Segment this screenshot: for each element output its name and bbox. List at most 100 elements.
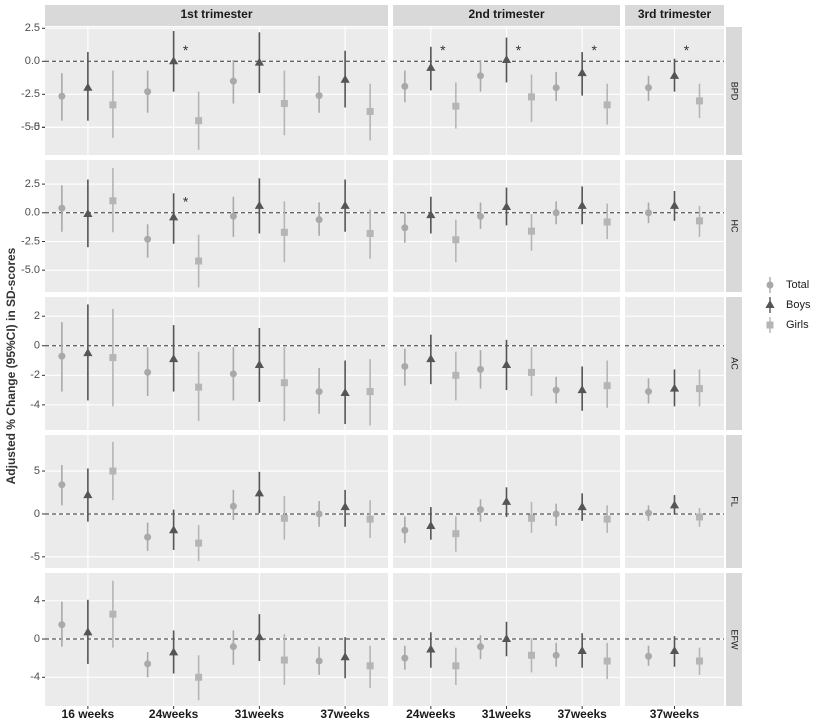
point — [426, 354, 436, 363]
facet-title: 1st trimester — [180, 7, 252, 21]
point — [501, 202, 512, 211]
point — [696, 217, 703, 225]
point — [229, 502, 237, 510]
y-tick-label: -4 — [30, 671, 40, 683]
significance-marker: * — [440, 42, 446, 58]
point — [169, 212, 179, 221]
point — [696, 657, 703, 665]
point — [340, 502, 350, 511]
point — [366, 662, 374, 670]
point — [552, 510, 560, 518]
point — [144, 368, 152, 376]
point — [254, 632, 264, 641]
facet-title: 3rd trimester — [638, 7, 712, 21]
y-tick-label: 0.0 — [25, 207, 40, 219]
panel — [45, 435, 388, 568]
point — [315, 657, 323, 665]
point — [195, 539, 203, 547]
significance-marker: * — [684, 42, 690, 58]
y-tick-label: -5 — [30, 121, 40, 133]
point — [645, 84, 652, 92]
y-tick-label: 2.5 — [25, 178, 40, 190]
y-tick-label: -2.5 — [21, 235, 40, 247]
panel-label: HC — [730, 220, 740, 233]
strip — [45, 5, 388, 26]
point — [58, 621, 66, 629]
y-tick-label: 2 — [34, 310, 40, 322]
point — [144, 88, 152, 96]
point — [83, 82, 93, 91]
y-tick-label: -2.5 — [21, 88, 40, 100]
legend-label: Girls — [786, 319, 809, 331]
x-tick-label: 31weeks — [235, 707, 285, 721]
point — [58, 204, 66, 212]
point — [426, 644, 436, 653]
point — [577, 200, 587, 209]
strip — [393, 5, 620, 26]
point — [169, 56, 179, 65]
point — [83, 208, 93, 217]
point — [58, 481, 66, 489]
point — [577, 385, 587, 394]
point — [477, 72, 484, 80]
facet-title: 2nd trimester — [468, 7, 544, 21]
point — [254, 200, 264, 209]
point — [315, 92, 323, 100]
point — [169, 354, 179, 363]
y-tick-label: -5.0 — [21, 264, 40, 276]
point — [195, 383, 203, 391]
point — [452, 102, 460, 110]
point — [83, 348, 93, 357]
point — [669, 200, 680, 209]
point — [696, 513, 703, 521]
significance-marker: * — [591, 42, 597, 58]
point — [766, 321, 774, 329]
point — [83, 490, 93, 499]
point — [528, 514, 535, 522]
point — [401, 526, 409, 534]
point — [366, 107, 374, 115]
point — [645, 209, 652, 217]
y-tick-label: 0 — [34, 508, 40, 520]
point — [144, 660, 152, 668]
point — [477, 212, 484, 220]
point — [669, 70, 680, 79]
point — [254, 57, 264, 66]
point — [195, 257, 203, 265]
point — [765, 300, 775, 308]
point — [477, 365, 484, 373]
panel — [45, 27, 388, 155]
point — [401, 654, 409, 662]
point — [426, 210, 436, 219]
strip — [726, 435, 742, 568]
point — [109, 101, 117, 109]
point — [229, 370, 237, 378]
y-tick-label: 0.0 — [25, 55, 40, 67]
point — [528, 227, 535, 235]
panel-label: EFW — [730, 630, 740, 651]
point — [340, 388, 350, 397]
panel-label: BPD — [730, 82, 740, 101]
y-tick-label: -2 — [30, 369, 40, 381]
point — [577, 68, 587, 77]
y-tick-label: 0 — [34, 340, 40, 352]
point — [452, 530, 460, 538]
point — [280, 100, 288, 108]
x-tick-label: 24weeks — [406, 707, 456, 721]
panel — [45, 160, 388, 292]
point — [603, 218, 611, 226]
point — [366, 388, 374, 396]
point — [645, 652, 652, 660]
point — [528, 651, 535, 659]
point — [315, 388, 323, 396]
point — [144, 235, 152, 243]
point — [401, 362, 409, 370]
legend-label: Boys — [786, 299, 811, 311]
panel-label: AC — [730, 357, 740, 370]
point — [315, 216, 323, 224]
y-tick-label: 2.5 — [25, 22, 40, 34]
point — [577, 502, 587, 511]
point — [552, 386, 560, 394]
point — [669, 645, 680, 654]
